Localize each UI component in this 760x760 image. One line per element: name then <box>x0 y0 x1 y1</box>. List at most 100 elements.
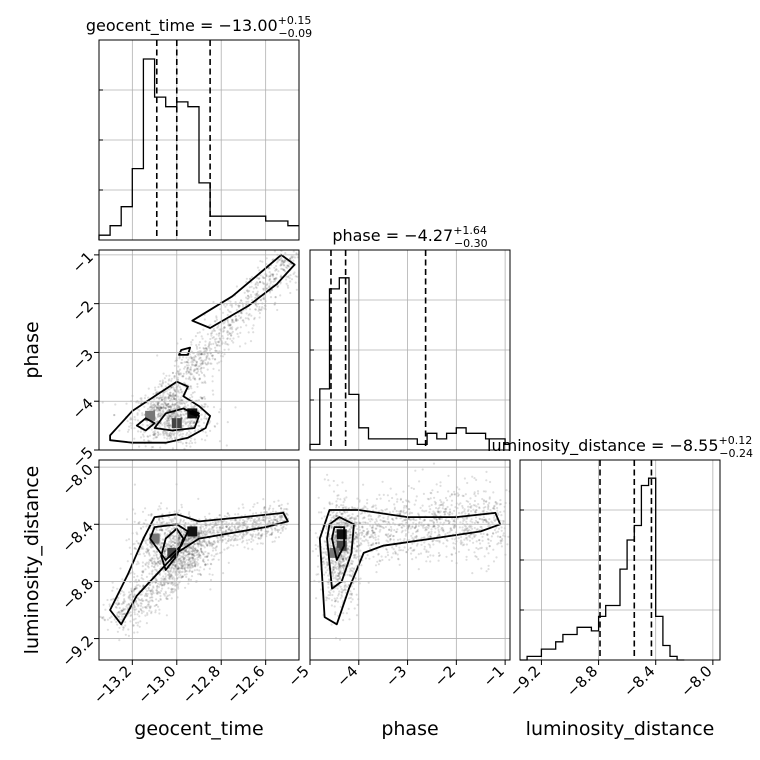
scatter-point <box>263 506 266 509</box>
scatter-point <box>408 524 411 527</box>
scatter-point <box>161 423 164 426</box>
scatter-point <box>236 521 239 524</box>
scatter-point <box>226 421 229 424</box>
scatter-point <box>144 568 147 571</box>
scatter-point <box>212 558 215 561</box>
scatter-point <box>255 292 258 295</box>
scatter-point <box>255 511 258 515</box>
scatter-point <box>439 499 442 502</box>
scatter-point <box>167 397 170 400</box>
scatter-point <box>101 401 104 404</box>
scatter-point <box>167 402 170 405</box>
scatter-point <box>502 534 505 537</box>
scatter-point <box>467 505 470 508</box>
scatter-point <box>236 319 239 322</box>
scatter-point <box>173 588 176 591</box>
scatter-point <box>159 560 162 563</box>
scatter-point <box>170 590 173 593</box>
scatter-point <box>178 405 181 409</box>
scatter-point <box>435 517 438 521</box>
scatter-point <box>334 533 337 536</box>
scatter-point <box>252 290 255 293</box>
scatter-point <box>409 527 412 530</box>
scatter-point <box>173 388 177 391</box>
scatter-point <box>203 560 206 564</box>
scatter-point <box>262 276 265 280</box>
scatter-point <box>347 548 350 551</box>
scatter-point <box>358 544 361 547</box>
scatter-point <box>202 553 205 556</box>
contour-line <box>191 254 296 329</box>
scatter-point <box>199 531 203 534</box>
scatter-point <box>187 420 190 423</box>
scatter-point <box>314 532 317 535</box>
scatter-point <box>250 540 253 544</box>
scatter-point <box>169 435 172 438</box>
scatter-point <box>181 375 184 378</box>
scatter-point <box>167 416 170 420</box>
scatter-point <box>458 526 461 529</box>
scatter-point <box>446 539 449 542</box>
scatter-point <box>134 578 138 582</box>
scatter-point <box>177 395 180 398</box>
scatter-point <box>274 296 277 299</box>
scatter-point <box>221 335 224 338</box>
scatter-point <box>456 507 459 510</box>
scatter-point <box>275 268 278 271</box>
scatter-point <box>244 317 247 320</box>
scatter-point <box>341 556 344 559</box>
scatter-point <box>177 372 180 376</box>
scatter-point <box>103 618 106 621</box>
scatter-point <box>191 556 194 559</box>
scatter-point <box>368 536 371 539</box>
scatter-point <box>163 578 166 581</box>
scatter-point <box>179 536 182 540</box>
scatter-point <box>354 537 357 540</box>
scatter-point <box>237 521 240 524</box>
scatter-point <box>201 362 204 365</box>
scatter-point <box>350 526 353 529</box>
scatter-point <box>262 296 266 299</box>
scatter-point <box>337 560 340 564</box>
scatter-point <box>362 529 365 532</box>
scatter-point <box>187 366 190 369</box>
scatter-point <box>141 414 144 417</box>
scatter-point <box>235 534 238 538</box>
scatter-point <box>162 570 166 573</box>
scatter-point <box>240 535 244 538</box>
scatter-point <box>349 534 352 537</box>
scatter-point <box>186 432 189 435</box>
scatter-point <box>367 518 370 521</box>
scatter-point <box>371 524 375 527</box>
scatter-point <box>265 532 268 535</box>
scatter-point <box>187 579 190 582</box>
scatter-point <box>197 542 200 546</box>
scatter-point <box>203 395 206 399</box>
scatter-point <box>235 285 238 288</box>
scatter-point <box>399 549 403 552</box>
scatter-point <box>205 555 209 558</box>
scatter-point <box>466 510 470 513</box>
scatter-point <box>338 572 341 575</box>
scatter-point <box>176 376 179 379</box>
scatter-point <box>210 532 213 535</box>
scatter-point <box>144 394 147 397</box>
scatter-point <box>286 513 289 517</box>
scatter-point <box>152 433 155 436</box>
scatter-point <box>118 613 121 616</box>
scatter-point <box>172 412 175 415</box>
scatter-point <box>338 564 341 567</box>
scatter-point <box>341 589 344 592</box>
scatter-point <box>370 526 373 529</box>
scatter-point <box>156 403 160 406</box>
scatter-point <box>442 504 445 507</box>
scatter-point <box>191 559 194 562</box>
scatter-point <box>122 600 125 604</box>
scatter-point <box>188 515 191 518</box>
scatter-point <box>169 436 173 439</box>
scatter-point <box>165 453 167 455</box>
scatter-point <box>249 278 252 281</box>
scatter-point <box>123 598 126 601</box>
scatter-point <box>172 537 175 540</box>
scatter-point <box>398 549 401 552</box>
